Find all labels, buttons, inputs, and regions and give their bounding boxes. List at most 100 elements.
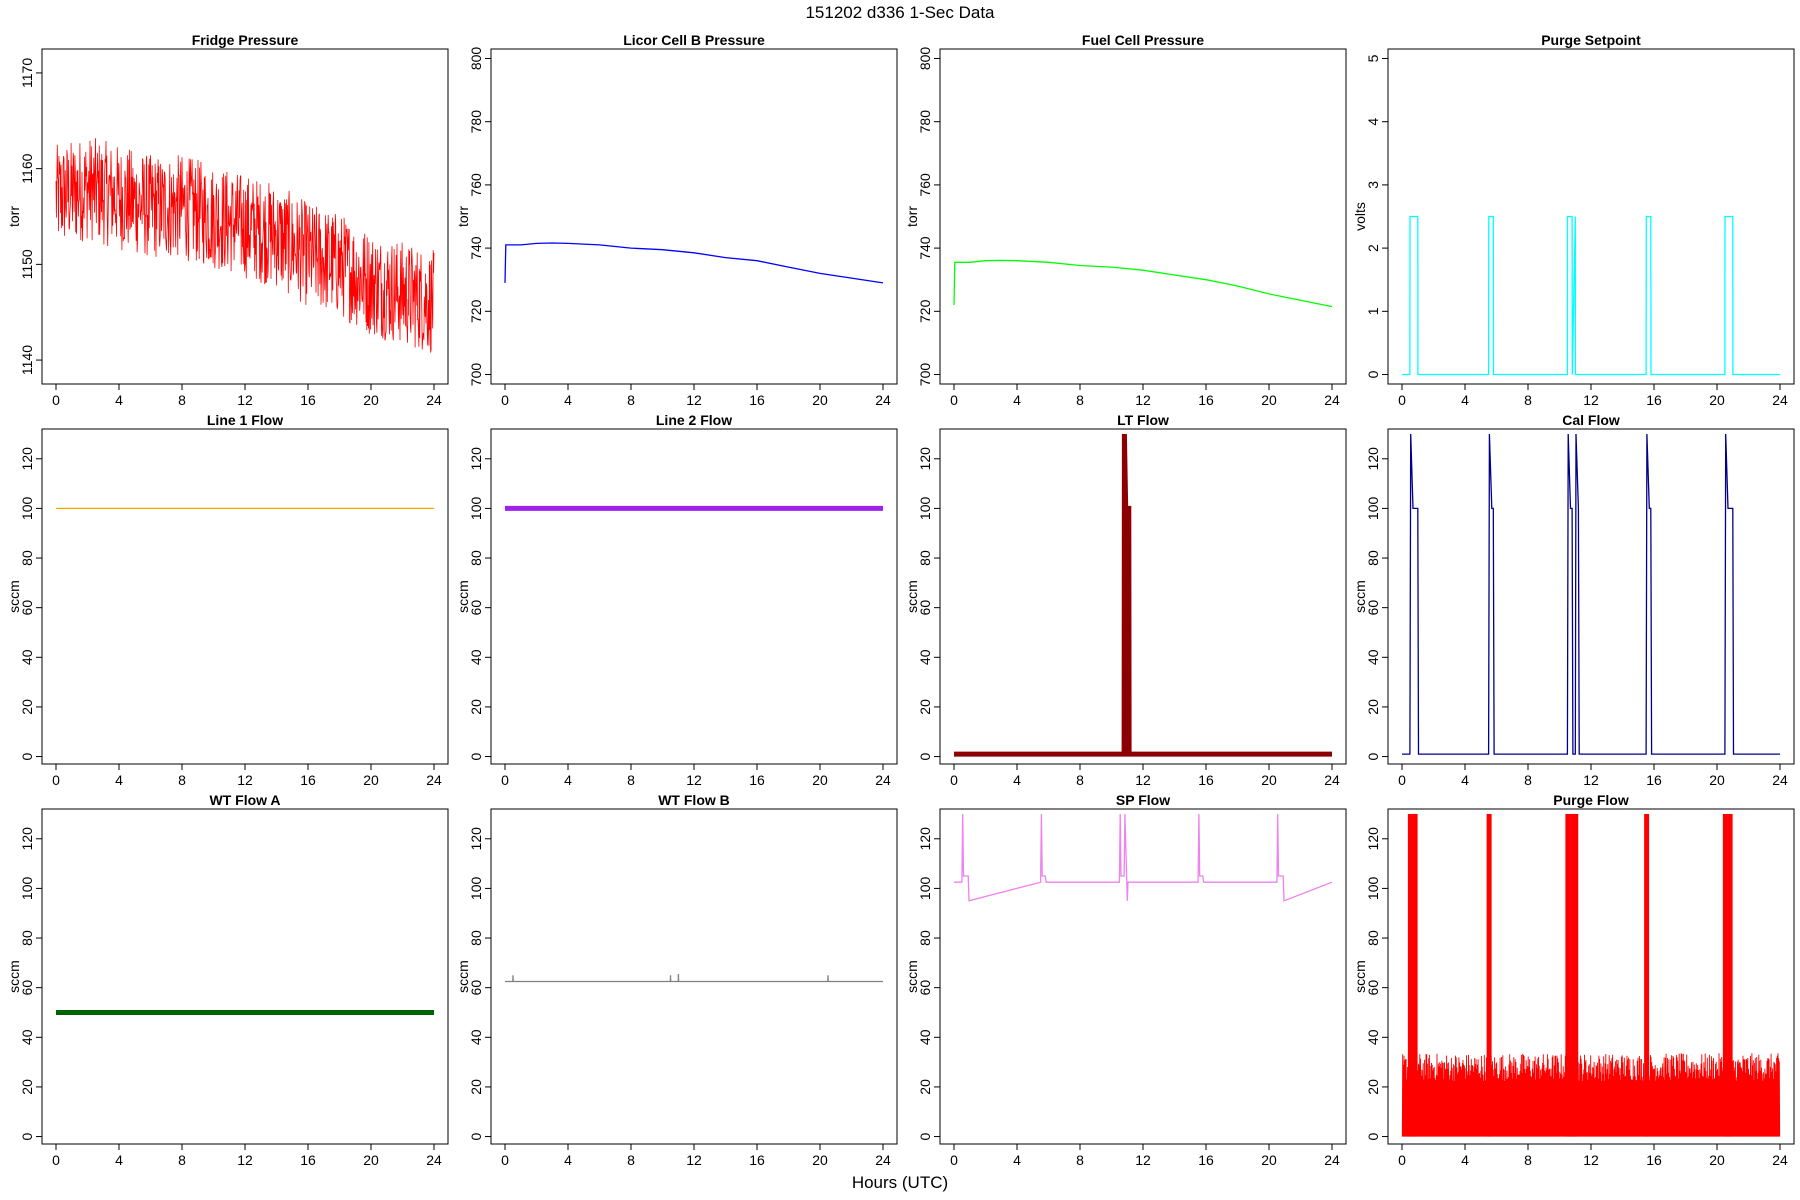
panel-1: Licor Cell B Pressure torr 0 4 8 12 16 20 24 700 7…: [455, 32, 898, 408]
y-tick-label: 2: [1365, 244, 1381, 252]
series-group: [1402, 433, 1780, 755]
panel-title: WT Flow B: [658, 792, 730, 808]
x-tick-label: 12: [1583, 772, 1599, 788]
x-tick-label: 16: [1646, 772, 1662, 788]
x-tick-label: 0: [950, 772, 958, 788]
y-tick-label: 40: [468, 649, 484, 665]
purge-spike: [1412, 813, 1418, 1137]
figure-xlabel: Hours (UTC): [852, 1173, 948, 1192]
y-axis-label: sccm: [1352, 580, 1368, 613]
y-tick-label: 120: [468, 827, 484, 851]
x-tick-label: 16: [1646, 1152, 1662, 1168]
plot-frame: [490, 808, 898, 1145]
x-tick-label: 8: [627, 772, 635, 788]
series-line: [1402, 433, 1780, 755]
panel-title: Cal Flow: [1562, 412, 1620, 428]
panel-7: Cal Flow sccm 0 4 8 12 16 20 24 0 20 40 60 80 100 120: [1352, 412, 1795, 788]
panel-title: WT Flow A: [209, 792, 280, 808]
x-tick-label: 8: [178, 772, 186, 788]
y-axis-label: sccm: [904, 580, 920, 613]
y-tick-label: 80: [1365, 550, 1381, 566]
purge-spike: [1644, 813, 1650, 1137]
series-group: [1402, 215, 1780, 376]
plot-frame: [490, 48, 898, 385]
x-tick-label: 12: [237, 772, 253, 788]
y-tick-label: 60: [468, 600, 484, 616]
purge-spike: [1565, 813, 1571, 1137]
x-tick-label: 16: [1198, 772, 1214, 788]
plot-frame: [939, 428, 1347, 765]
y-tick-label: 80: [917, 930, 933, 946]
panel-title: Fuel Cell Pressure: [1082, 32, 1204, 48]
x-tick-label: 12: [1135, 392, 1151, 408]
x-tick-label: 20: [1709, 1152, 1725, 1168]
x-tick-label: 20: [363, 392, 379, 408]
x-tick-label: 16: [300, 392, 316, 408]
x-tick-label: 4: [115, 772, 123, 788]
y-tick-label: 20: [917, 1079, 933, 1095]
y-tick-label: 60: [19, 600, 35, 616]
x-tick-label: 0: [1398, 1152, 1406, 1168]
series-line: [1402, 215, 1780, 376]
x-tick-label: 4: [564, 392, 572, 408]
series-line: [954, 433, 1332, 757]
x-tick-label: 16: [1198, 1152, 1214, 1168]
y-tick-label: 40: [19, 1029, 35, 1045]
x-tick-label: 0: [1398, 772, 1406, 788]
panel-11: Purge Flow sccm 0 4 8 12 16 20 24 0 20 40 60 80 100 120: [1352, 792, 1795, 1168]
x-tick-label: 0: [1398, 392, 1406, 408]
x-tick-label: 20: [1261, 392, 1277, 408]
y-tick-label: 0: [19, 752, 35, 760]
x-tick-label: 20: [812, 392, 828, 408]
panel-8: WT Flow A sccm 0 4 8 12 16 20 24 0 20 40 60 80 100 120: [6, 792, 449, 1168]
y-tick-label: 80: [1365, 930, 1381, 946]
panel-title: Fridge Pressure: [192, 32, 299, 48]
y-tick-label: 5: [1365, 54, 1381, 62]
x-tick-label: 24: [426, 772, 442, 788]
y-tick-label: 0: [1365, 1132, 1381, 1140]
panel-title: Purge Setpoint: [1541, 32, 1641, 48]
x-tick-label: 0: [501, 392, 509, 408]
series-line: [55, 138, 435, 353]
panel-title: Line 1 Flow: [207, 412, 283, 428]
x-tick-label: 16: [1646, 392, 1662, 408]
x-tick-label: 12: [237, 1152, 253, 1168]
x-tick-label: 8: [1524, 392, 1532, 408]
x-tick-label: 20: [363, 1152, 379, 1168]
y-tick-label: 1: [1365, 307, 1381, 315]
x-tick-label: 24: [875, 772, 891, 788]
panel-title: SP Flow: [1116, 792, 1170, 808]
series-group: [505, 973, 883, 983]
series-line: [1401, 1053, 1781, 1137]
x-tick-label: 0: [501, 772, 509, 788]
plot-frame: [41, 808, 449, 1145]
y-tick-label: 80: [468, 930, 484, 946]
x-tick-label: 16: [1198, 392, 1214, 408]
x-tick-label: 16: [749, 1152, 765, 1168]
y-tick-label: 740: [468, 236, 484, 260]
y-tick-label: 700: [468, 363, 484, 387]
x-tick-label: 8: [1076, 772, 1084, 788]
y-tick-label: 40: [917, 649, 933, 665]
x-tick-label: 12: [1583, 392, 1599, 408]
y-tick-label: 60: [1365, 600, 1381, 616]
series-line: [504, 242, 884, 284]
x-tick-label: 8: [1076, 392, 1084, 408]
panel-4: Line 1 Flow sccm 0 4 8 12 16 20 24 0 20 40 60 80 100 12…: [6, 412, 449, 788]
x-tick-label: 16: [300, 772, 316, 788]
y-tick-label: 40: [468, 1029, 484, 1045]
x-tick-label: 0: [950, 1152, 958, 1168]
y-tick-label: 40: [917, 1029, 933, 1045]
x-tick-label: 16: [749, 772, 765, 788]
x-tick-label: 4: [115, 1152, 123, 1168]
purge-spike: [1722, 813, 1728, 1137]
y-tick-label: 120: [468, 447, 484, 471]
x-tick-label: 0: [52, 772, 60, 788]
y-tick-label: 760: [917, 173, 933, 197]
x-tick-label: 4: [564, 772, 572, 788]
x-tick-label: 24: [426, 1152, 442, 1168]
panel-2: Fuel Cell Pressure torr 0 4 8 12 16 20 24 700 720 7…: [904, 32, 1347, 408]
x-tick-label: 16: [749, 392, 765, 408]
y-tick-label: 60: [917, 600, 933, 616]
